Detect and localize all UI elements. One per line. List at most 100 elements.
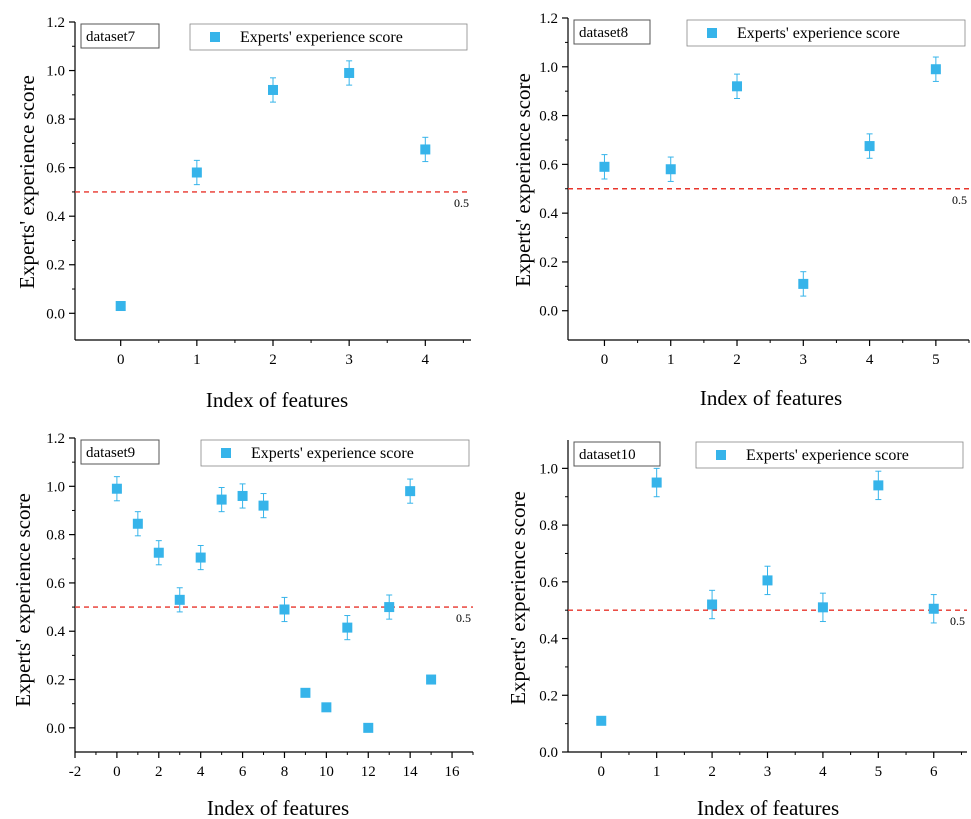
data-point (384, 602, 395, 613)
x-tick-label: -2 (69, 764, 82, 780)
legend-marker (210, 32, 220, 42)
x-tick-label: 10 (319, 764, 334, 780)
x-tick-label: 6 (239, 764, 247, 780)
data-point (174, 594, 185, 605)
x-tick-label: 4 (866, 352, 874, 368)
data-point (153, 547, 164, 558)
panel-dataset8: 0.0 0.2 0.4 0.6 0.8 1.0 1.2 0 1 2 3 4 5 Index of feat… (511, 11, 970, 410)
dataset-badge-label: dataset7 (86, 29, 136, 45)
legend-box (189, 23, 468, 51)
dataset-badge (573, 441, 661, 467)
y-tick-label: 0.0 (539, 745, 558, 761)
legend-box (686, 19, 966, 47)
y-tick-label: 0.8 (539, 518, 558, 534)
x-tick-label: 8 (281, 764, 289, 780)
y-tick-label: 1.0 (539, 60, 558, 76)
legend-label: Experts' experience score (251, 445, 414, 462)
x-tick-label: 3 (345, 352, 353, 368)
y-tick-label: 0.0 (46, 306, 65, 322)
y-tick-label: 0.0 (539, 304, 558, 320)
y-tick-label: 0.8 (46, 112, 65, 128)
x-tick-label: 16 (445, 764, 461, 780)
reference-line-label: 0.5 (952, 193, 967, 207)
y-tick-label: 1.0 (539, 461, 558, 477)
data-point (426, 674, 437, 685)
x-tick-label: 3 (800, 352, 808, 368)
y-tick-label: 0.8 (46, 528, 65, 544)
y-tick-label: 0.6 (46, 161, 65, 177)
y-axis-title: Experts' experience score (15, 75, 39, 289)
data-point (665, 164, 676, 175)
panel-dataset9: 0.0 0.2 0.4 0.6 0.8 1.0 1.2 -2 0 2 4 6 8 10 12 14 16 Inde… (11, 431, 474, 819)
y-tick-label: 0.4 (539, 632, 558, 648)
x-tick-label: 4 (422, 352, 430, 368)
legend-box (695, 441, 964, 469)
data-point (817, 602, 828, 613)
reference-line-label: 0.5 (456, 611, 471, 625)
data-point (258, 500, 269, 511)
x-tick-label: 5 (875, 764, 883, 780)
x-tick-label: 4 (197, 764, 205, 780)
reference-line-label: 0.5 (454, 196, 469, 210)
legend-label: Experts' experience score (737, 25, 900, 42)
y-tick-label: 0.6 (539, 157, 558, 173)
data-point (115, 301, 126, 312)
y-tick-label: 1.0 (46, 479, 65, 495)
data-point (237, 490, 248, 501)
y-tick-label: 0.4 (539, 206, 558, 222)
y-tick-label: 0.8 (539, 109, 558, 125)
data-point (873, 480, 884, 491)
x-tick-label: 0 (113, 764, 121, 780)
x-tick-label: 2 (733, 352, 741, 368)
data-point (596, 715, 607, 726)
legend-marker (221, 448, 231, 458)
y-tick-label: 1.2 (539, 11, 558, 27)
data-point (707, 599, 718, 610)
data-point (300, 687, 311, 698)
y-tick-label: 0.6 (539, 575, 558, 591)
x-tick-label: 0 (598, 764, 606, 780)
x-tick-label: 14 (403, 764, 419, 780)
x-axis-title: Index of features (697, 796, 839, 819)
x-tick-label: 0 (117, 352, 125, 368)
dataset-badge (80, 23, 160, 49)
data-point (420, 144, 431, 155)
data-point (405, 486, 416, 497)
data-point (342, 622, 353, 633)
data-point (762, 575, 773, 586)
y-tick-label: 0.6 (46, 576, 65, 592)
x-tick-label: 12 (361, 764, 376, 780)
y-tick-label: 1.2 (46, 431, 65, 447)
legend-marker (707, 28, 717, 38)
data-point (195, 552, 206, 563)
x-tick-label: 1 (193, 352, 201, 368)
x-tick-label: 5 (932, 352, 940, 368)
data-point (864, 141, 875, 152)
y-tick-label: 0.0 (46, 721, 65, 737)
x-tick-label: 0 (601, 352, 609, 368)
y-tick-label: 0.2 (539, 255, 558, 271)
y-tick-label: 0.2 (46, 258, 65, 274)
data-point (798, 278, 809, 289)
data-point (363, 722, 374, 733)
data-point (732, 81, 743, 92)
data-point (132, 518, 143, 529)
x-axis-title: Index of features (207, 796, 349, 819)
x-tick-label: 1 (653, 764, 661, 780)
x-tick-label: 2 (155, 764, 163, 780)
dataset-badge (80, 439, 160, 465)
dataset-badge-label: dataset8 (579, 25, 628, 41)
data-point (191, 167, 202, 178)
legend-label: Experts' experience score (746, 447, 909, 464)
legend-box (200, 439, 470, 467)
data-point (111, 483, 122, 494)
legend-label: Experts' experience score (240, 29, 403, 46)
data-point (268, 84, 278, 95)
x-tick-label: 2 (269, 352, 277, 368)
y-tick-label: 0.2 (539, 688, 558, 704)
data-point (928, 603, 939, 614)
data-point (651, 477, 662, 488)
data-point (321, 702, 332, 713)
x-tick-label: 3 (764, 764, 772, 780)
data-point (279, 604, 290, 615)
